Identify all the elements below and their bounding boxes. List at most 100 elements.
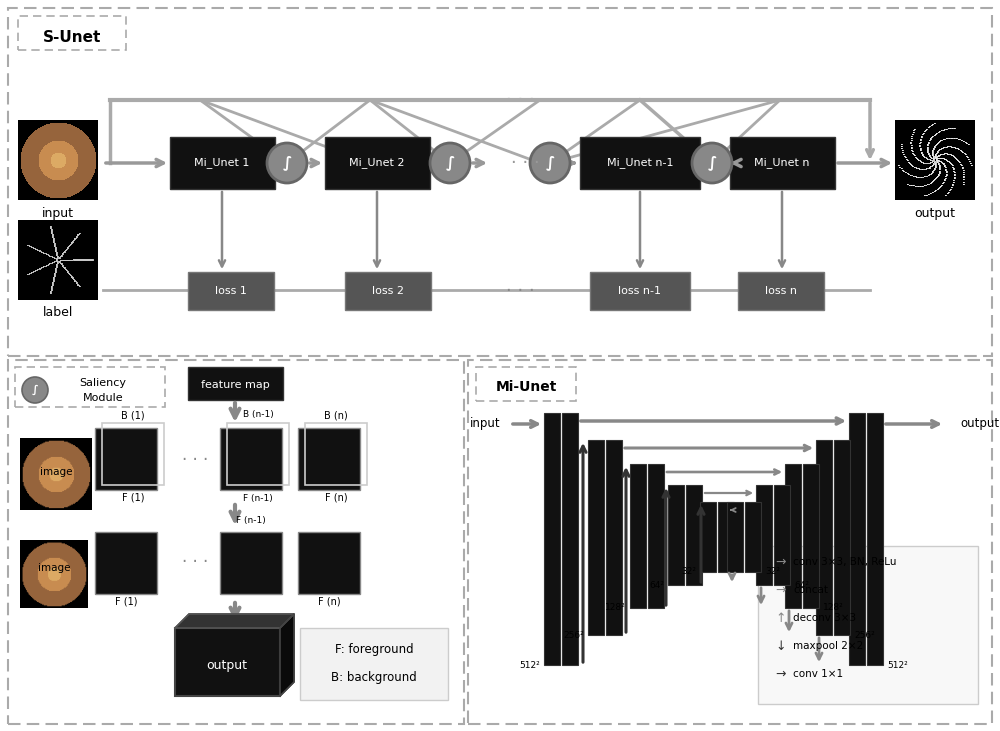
Bar [562,413,578,665]
Text: →: → [775,583,786,596]
Text: 32²: 32² [681,567,696,577]
Bar [175,628,280,696]
Bar [738,272,824,310]
Bar [849,413,865,665]
Text: Mi_Unet 1: Mi_Unet 1 [194,158,250,168]
Bar [745,502,761,572]
Text: B (n): B (n) [324,410,348,420]
Text: 64²: 64² [649,580,664,589]
Circle shape [530,143,570,183]
Bar [727,502,743,572]
Text: ∫: ∫ [32,385,38,395]
Text: →: → [775,667,786,681]
Text: 512²: 512² [519,661,540,670]
Text: Mi_Unet 2: Mi_Unet 2 [349,158,405,168]
Text: ∫: ∫ [545,156,555,170]
Text: 128²: 128² [823,604,844,613]
Text: B (n-1): B (n-1) [243,411,273,420]
Bar [170,137,275,189]
Bar [220,532,282,594]
Text: →: → [775,556,786,569]
Text: conv 3×3, BN, ReLu: conv 3×3, BN, ReLu [793,557,896,567]
Bar [18,16,126,50]
Circle shape [692,143,732,183]
Bar [95,428,157,490]
Bar [188,367,283,400]
Bar [588,440,604,635]
Text: loss n: loss n [765,286,797,296]
Text: 64²: 64² [794,580,809,589]
Text: image: image [40,467,72,477]
Bar [606,440,622,635]
Bar [476,367,576,401]
Text: F (n-1): F (n-1) [236,515,266,525]
Text: S-Unet: S-Unet [43,29,101,45]
Text: ↑: ↑ [775,612,786,624]
Bar [468,360,992,724]
Bar [544,413,560,665]
Bar [785,464,801,608]
Text: · · ·: · · · [182,451,208,469]
Bar [8,360,464,724]
Circle shape [430,143,470,183]
Text: F: foreground: F: foreground [335,643,413,656]
Text: feature map: feature map [201,380,269,390]
Text: ↓: ↓ [775,640,786,653]
Text: 512²: 512² [887,661,908,670]
Bar [867,413,883,665]
Text: conv 1×1: conv 1×1 [793,669,843,679]
Polygon shape [280,614,294,696]
Text: Saliency: Saliency [80,378,126,388]
Bar [774,485,790,585]
Circle shape [267,143,307,183]
Bar [730,137,835,189]
Bar [95,532,157,594]
Bar [590,272,690,310]
Text: label: label [43,306,73,319]
Text: ∫: ∫ [707,156,717,170]
Polygon shape [175,614,294,628]
Text: ∫: ∫ [445,156,455,170]
Bar [227,423,289,485]
Bar [630,464,646,608]
Text: F (n-1): F (n-1) [243,493,273,502]
Text: · · ·: · · · [511,154,539,172]
Bar [700,502,716,572]
Text: input: input [42,206,74,219]
Text: 32²: 32² [765,567,780,577]
Text: loss 2: loss 2 [372,286,404,296]
Text: Mi-Unet: Mi-Unet [495,380,557,394]
Text: deconv 3×3: deconv 3×3 [793,613,856,623]
Bar [580,137,700,189]
Text: F (n): F (n) [325,493,347,503]
Bar [305,423,367,485]
Text: Mi_Unet n-1: Mi_Unet n-1 [607,158,673,168]
Bar [345,272,431,310]
Text: F (1): F (1) [122,493,144,503]
Bar [300,628,448,700]
Bar [220,428,282,490]
Bar [325,137,430,189]
Bar [648,464,664,608]
Bar [718,502,734,572]
Bar [298,532,360,594]
Text: input: input [470,417,500,431]
Bar [816,440,832,635]
Text: B: background: B: background [331,672,417,684]
Text: 256²: 256² [563,631,584,640]
Text: output: output [207,659,248,672]
Bar [756,485,772,585]
Bar [298,428,360,490]
Circle shape [22,377,48,403]
Text: B (1): B (1) [121,410,145,420]
Bar [188,272,274,310]
Bar [686,485,702,585]
Text: loss 1: loss 1 [215,286,247,296]
Text: loss n-1: loss n-1 [618,286,662,296]
Text: output: output [960,417,999,431]
Text: 128²: 128² [605,604,626,613]
Text: concat: concat [793,585,828,595]
Bar [15,367,165,407]
Text: ∫: ∫ [282,156,292,170]
Bar [102,423,164,485]
